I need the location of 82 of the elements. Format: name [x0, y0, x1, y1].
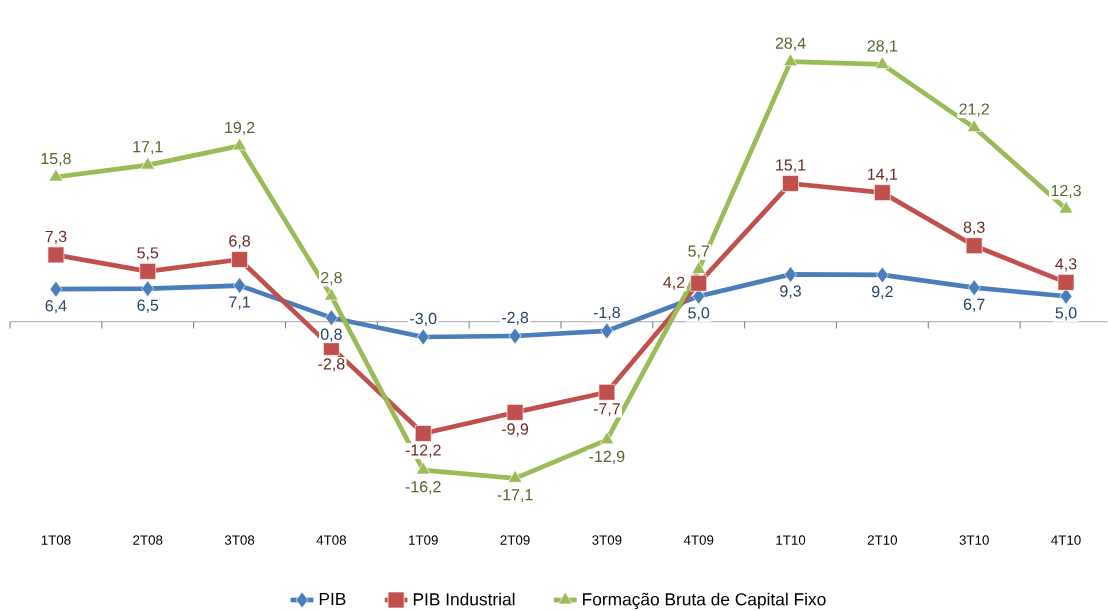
- point: [598, 384, 616, 401]
- point: [874, 184, 891, 202]
- point: [783, 53, 798, 67]
- point: [1059, 288, 1073, 305]
- x-tick-label: 4T08: [316, 535, 347, 545]
- data-label: 4,2: [663, 276, 685, 291]
- point: [784, 266, 797, 283]
- data-label: 21,2: [959, 103, 989, 117]
- data-label: 12,3: [1051, 185, 1081, 199]
- x-tick-label: 4T10: [1051, 535, 1081, 545]
- data-label: 14,1: [868, 168, 898, 182]
- point: [600, 322, 614, 340]
- point: [233, 277, 246, 295]
- point: [782, 175, 799, 192]
- x-tick-label: 4T09: [683, 535, 714, 545]
- data-label: -2,8: [318, 358, 345, 372]
- point: [967, 279, 981, 297]
- legend-label: PIB: [319, 593, 346, 606]
- data-label: 6,7: [963, 298, 985, 312]
- legend-label: PIB Industrial: [413, 592, 515, 606]
- data-label: 7,3: [45, 230, 67, 245]
- data-label: 5,0: [688, 307, 710, 321]
- point: [690, 275, 708, 292]
- x-tick-label: 2T08: [133, 535, 163, 545]
- point: [965, 237, 983, 255]
- x-tick-label: 3T08: [224, 535, 255, 545]
- data-label: 28,4: [775, 37, 806, 51]
- point: [1057, 274, 1075, 291]
- point: [49, 281, 63, 298]
- data-label: -1,8: [593, 306, 620, 321]
- x-tick-label: 2T10: [867, 535, 898, 545]
- point: [139, 263, 157, 280]
- data-label: 5,5: [137, 247, 159, 261]
- point: [325, 309, 338, 327]
- point: [966, 119, 982, 133]
- data-label: -12,2: [405, 444, 441, 458]
- x-tick-label: 1T10: [776, 535, 806, 545]
- point: [691, 261, 706, 275]
- data-label: 28,1: [867, 40, 898, 54]
- x-tick-label: 1T08: [41, 535, 71, 545]
- point: [414, 425, 432, 442]
- data-label: 15,1: [776, 159, 806, 173]
- data-label: 6,5: [137, 299, 159, 313]
- data-label: -9,9: [501, 423, 529, 437]
- point: [324, 287, 339, 301]
- data-label: 17,1: [133, 141, 163, 155]
- data-label: -7,7: [593, 403, 620, 417]
- data-label: 5,7: [688, 245, 710, 259]
- data-label: 9,2: [871, 286, 893, 300]
- data-label: 6,4: [45, 300, 67, 314]
- point: [508, 327, 522, 345]
- data-label: 15,8: [41, 153, 71, 167]
- data-label: -3,0: [410, 313, 437, 327]
- point: [416, 328, 430, 346]
- data-label: 4,3: [1055, 258, 1077, 272]
- point: [48, 168, 64, 182]
- point: [232, 137, 247, 151]
- legend-label: Formação Bruta de Capital Fixo: [583, 592, 826, 610]
- data-label: 5,0: [1055, 307, 1077, 321]
- x-tick-label: 3T09: [592, 535, 622, 545]
- point: [875, 56, 890, 69]
- data-label: 8,3: [963, 221, 985, 235]
- data-label: 9,3: [780, 285, 801, 299]
- data-label: -2,8: [501, 312, 529, 326]
- x-tick-label: 3T10: [959, 535, 989, 545]
- data-label: 19,2: [225, 121, 255, 136]
- point: [231, 251, 248, 268]
- x-tick-label: 2T09: [500, 535, 530, 545]
- data-label: -16,2: [405, 481, 441, 495]
- data-label: 7,1: [229, 296, 250, 310]
- point: [47, 246, 65, 264]
- point: [141, 280, 155, 298]
- point: [876, 266, 889, 284]
- data-label: -12,9: [589, 450, 625, 465]
- point: [506, 404, 524, 421]
- data-label: 6,8: [229, 235, 250, 249]
- data-label: 2,8: [321, 272, 342, 286]
- x-tick-label: 1T09: [409, 535, 438, 545]
- point: [1058, 200, 1074, 214]
- data-label: -17,1: [497, 489, 533, 503]
- point: [140, 156, 156, 170]
- data-label: 0,8: [320, 328, 342, 342]
